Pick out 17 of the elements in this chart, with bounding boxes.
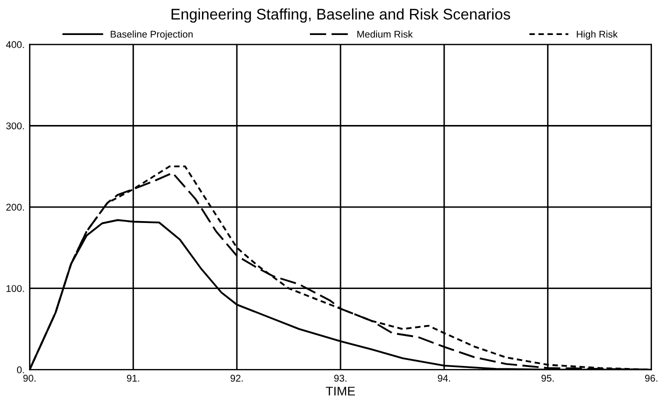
x-tick-label: 90.	[23, 374, 36, 382]
x-tick-label: 96.	[645, 374, 658, 382]
x-tick-label: 95.	[541, 374, 554, 382]
legend-label: High Risk	[576, 30, 618, 40]
legend-label: Medium Risk	[357, 30, 413, 38]
x-tick-label: 91.	[126, 374, 140, 382]
chart-title: Engineering Staffing, Baseline and Risk Scenarios	[172, 8, 510, 23]
x-axis-title: TIME	[326, 386, 355, 396]
y-tick-label: 300.	[6, 122, 24, 130]
legend-label: Baseline Projection	[110, 30, 193, 40]
x-tick-label: 94.	[438, 374, 450, 382]
x-tick-label: 92.	[230, 374, 243, 382]
y-tick-label: 100.	[6, 285, 24, 292]
y-tick-label: 200.	[6, 204, 24, 211]
y-tick-label: 400.	[6, 41, 24, 48]
y-tick-label: 0.	[17, 366, 24, 374]
x-tick-label: 93.	[334, 374, 346, 382]
